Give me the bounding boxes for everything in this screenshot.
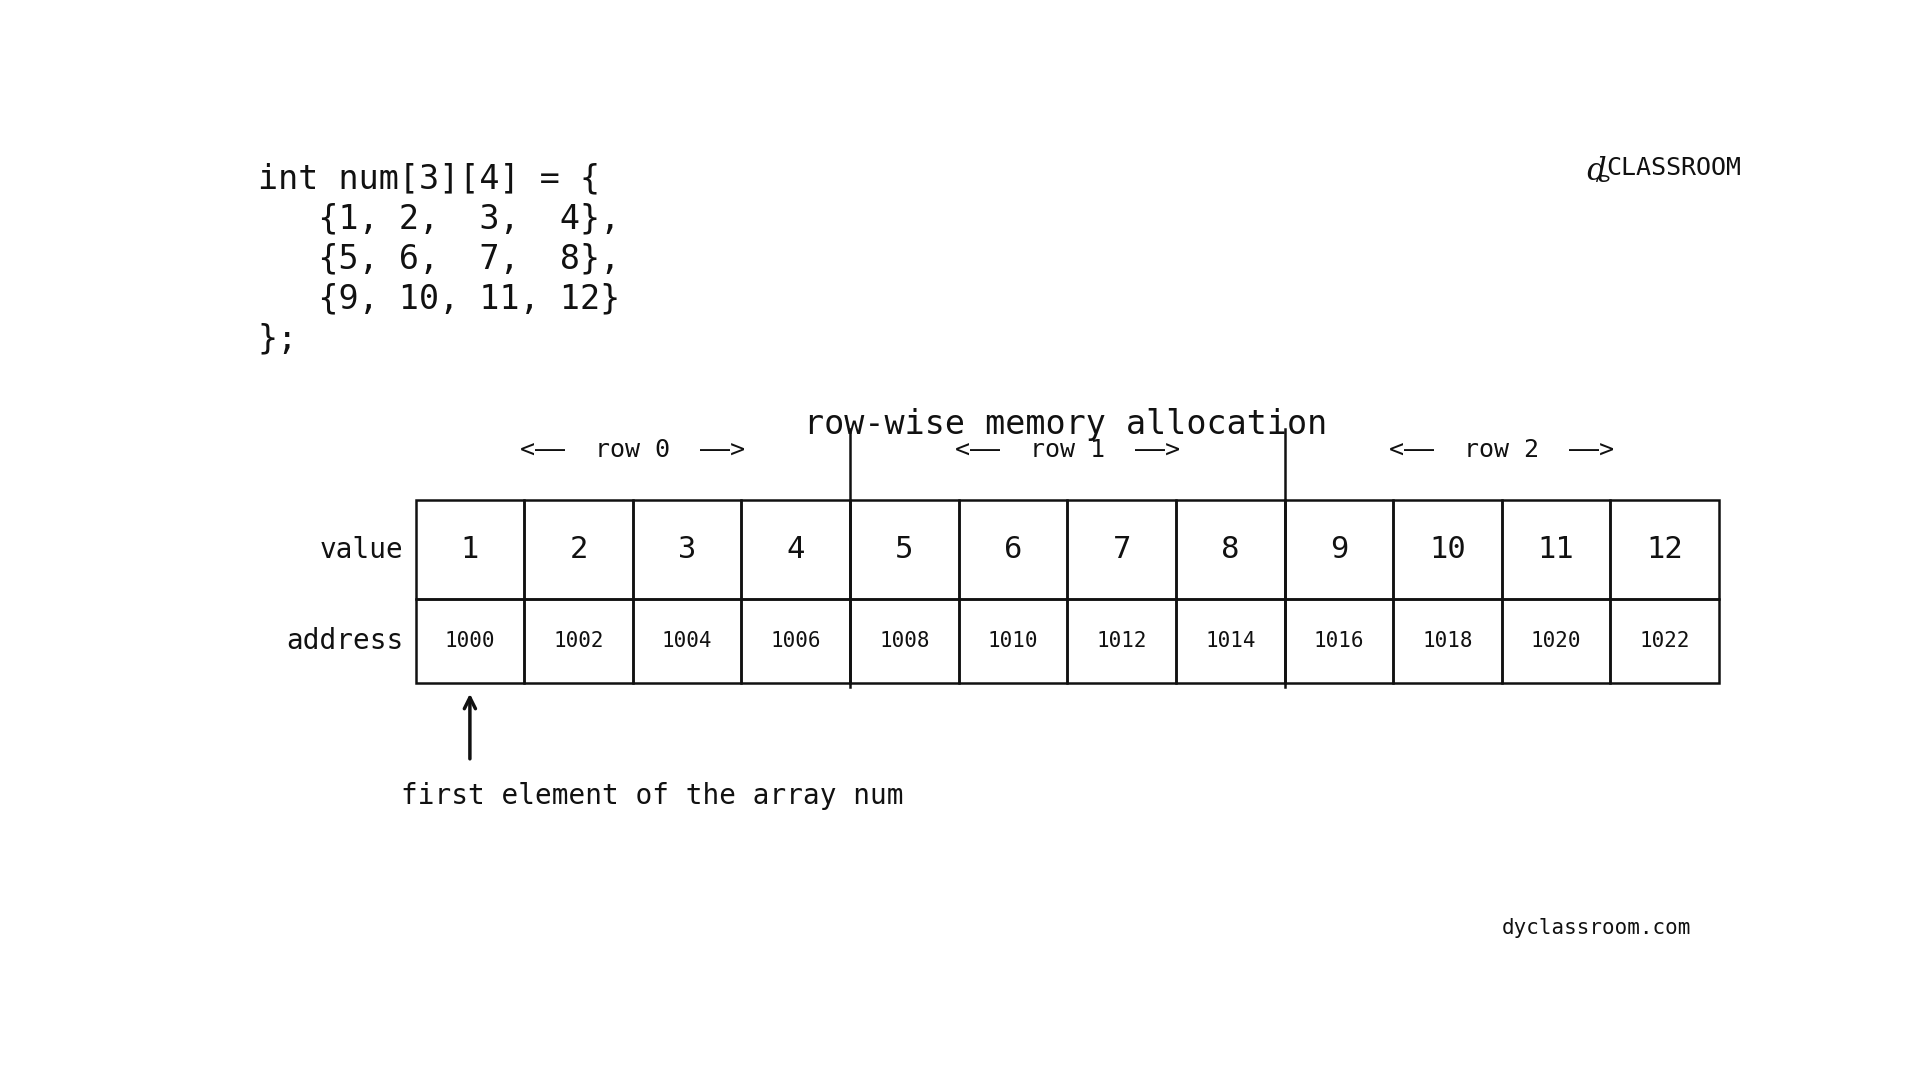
Text: 1018: 1018 [1423,631,1473,651]
Text: 1002: 1002 [553,631,603,651]
Bar [851,500,958,599]
Bar [415,500,524,599]
Text: <——  row 2  ——>: <—— row 2 ——> [1390,437,1615,462]
Bar [524,599,634,683]
Text: 7: 7 [1112,535,1131,564]
Text: 5: 5 [895,535,914,564]
Text: 9: 9 [1331,535,1348,564]
Text: 1008: 1008 [879,631,929,651]
Text: ȡ: ȡ [1586,157,1611,187]
Bar [958,500,1068,599]
Text: value: value [321,536,403,564]
Bar [1611,500,1718,599]
Bar [1501,599,1611,683]
Text: {5, 6,  7,  8},: {5, 6, 7, 8}, [257,243,620,275]
Text: 1000: 1000 [445,631,495,651]
Text: row-wise memory allocation: row-wise memory allocation [804,408,1327,442]
Text: 4: 4 [787,535,804,564]
Bar [741,500,851,599]
Text: 10: 10 [1428,535,1465,564]
Bar [741,599,851,683]
Text: dyclassroom.com: dyclassroom.com [1501,918,1692,937]
Bar [634,599,741,683]
Bar [1284,500,1394,599]
Text: 1: 1 [461,535,480,564]
Bar [1394,599,1501,683]
Text: 1020: 1020 [1530,631,1582,651]
Text: 1004: 1004 [662,631,712,651]
Text: 1022: 1022 [1640,631,1690,651]
Text: {1, 2,  3,  4},: {1, 2, 3, 4}, [257,203,620,235]
Bar [634,500,741,599]
Text: };: }; [257,323,298,355]
Text: 1010: 1010 [987,631,1039,651]
Bar [1611,599,1718,683]
Text: 11: 11 [1538,535,1574,564]
Text: {9, 10, 11, 12}: {9, 10, 11, 12} [257,283,620,315]
Text: 3: 3 [678,535,697,564]
Bar [1068,599,1175,683]
Text: int num[3][4] = {: int num[3][4] = { [257,163,599,195]
Bar [524,500,634,599]
Text: CLASSROOM: CLASSROOM [1605,157,1741,180]
Bar [1175,599,1284,683]
Text: 12: 12 [1645,535,1684,564]
Bar [415,599,524,683]
Bar [1284,599,1394,683]
Bar [1501,500,1611,599]
Text: first element of the array num: first element of the array num [401,782,902,810]
Bar [851,599,958,683]
Text: 2: 2 [570,535,588,564]
Text: <——  row 0  ——>: <—— row 0 ——> [520,437,745,462]
Bar [958,599,1068,683]
Text: 1014: 1014 [1206,631,1256,651]
Text: 8: 8 [1221,535,1240,564]
Text: 6: 6 [1004,535,1021,564]
Bar [1175,500,1284,599]
Bar [1068,500,1175,599]
Bar [1394,500,1501,599]
Text: 1016: 1016 [1313,631,1363,651]
Text: 1006: 1006 [770,631,822,651]
Text: <——  row 1  ——>: <—— row 1 ——> [954,437,1179,462]
Text: address: address [286,627,403,656]
Text: 1012: 1012 [1096,631,1146,651]
